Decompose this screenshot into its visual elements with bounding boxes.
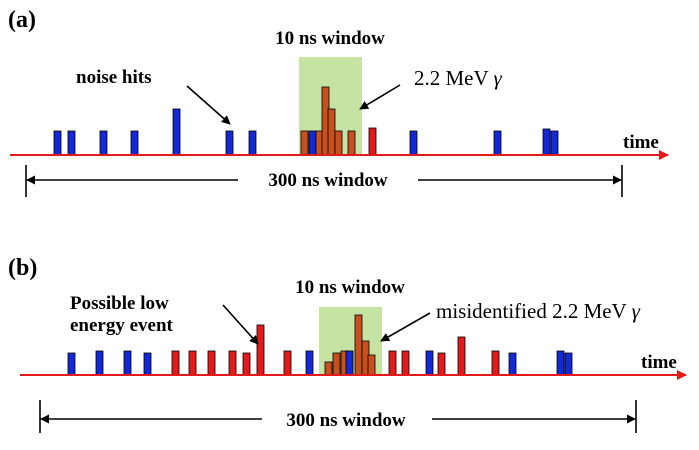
panel-a-300ns-label: 300 ns window xyxy=(268,170,388,191)
panel-a-gamma-label: 2.2 MeV γ xyxy=(414,66,503,90)
panel-b-red-hit-9 xyxy=(256,324,265,376)
panel-a-red-hit-14 xyxy=(368,127,377,156)
panel-a-noise-hit-15 xyxy=(409,130,418,156)
panel-a: (a) 10 ns window time noise hits 2.2 MeV… xyxy=(8,7,669,197)
panel-a-gamma-hit-7 xyxy=(300,130,309,156)
panel-a-gamma-hit-12 xyxy=(334,130,343,156)
panel-a-gamma-hit-11 xyxy=(327,108,336,156)
panel-a-noise-hit-5 xyxy=(225,130,234,156)
panel-a-noise-hits-label: noise hits xyxy=(76,67,152,88)
panel-b-noise-hit-27 xyxy=(564,352,573,376)
panel-b-red-hit-23 xyxy=(457,336,466,376)
panel-b-red-hit-7 xyxy=(228,350,237,376)
panel-b-red-hit-4 xyxy=(171,350,180,376)
panel-a-time-label: time xyxy=(623,132,659,153)
panel-a-noise-hit-4 xyxy=(172,108,181,156)
panel-b-time-label: time xyxy=(641,352,677,373)
panel-a-noise-hit-17 xyxy=(542,128,551,156)
panel-b-red-hit-19 xyxy=(388,350,397,376)
panel-b-event-label-line2: energy event xyxy=(70,315,174,336)
panel-b-300ns-label: 300 ns window xyxy=(286,410,406,431)
panel-b-noise-hit-26 xyxy=(556,350,565,376)
panel-a-noise-hit-2 xyxy=(99,130,108,156)
panel-a-noise-hit-16 xyxy=(493,130,502,156)
panel-b-noise-hit-21 xyxy=(425,350,434,376)
panel-b-10ns-window-label: 10 ns window xyxy=(295,277,405,298)
panel-a-10ns-window-label: 10 ns window xyxy=(275,28,385,49)
panel-b-event-arrow xyxy=(222,304,259,345)
panel-a-noise-hit-18 xyxy=(550,130,559,156)
panel-b-noise-hit-15 xyxy=(345,350,354,376)
panel-a-noise-hit-0 xyxy=(53,130,62,156)
panel-a-tag: (a) xyxy=(8,7,36,33)
panel-a-gamma-arrow xyxy=(359,84,401,110)
panel-b-noise-hit-25 xyxy=(508,352,517,376)
panel-a-noise-hit-8 xyxy=(308,130,317,156)
panel-b-noise-hit-0 xyxy=(67,352,76,376)
panel-b-red-hit-24 xyxy=(491,350,500,376)
panel-b-red-hit-6 xyxy=(207,350,216,376)
panel-a-noise-hits-arrow xyxy=(186,85,231,125)
panel-b-gamma-hit-18 xyxy=(367,354,376,376)
panel-b-red-hit-5 xyxy=(188,350,197,376)
panel-a-gamma-hit-13 xyxy=(347,130,356,156)
panel-a-noise-hit-6 xyxy=(248,130,257,156)
panel-b-noise-hit-1 xyxy=(95,350,104,376)
panel-a-noise-hit-3 xyxy=(130,130,139,156)
panel-b-noise-hit-11 xyxy=(305,350,314,376)
panel-b-noise-hit-2 xyxy=(123,350,132,376)
panel-b-red-hit-8 xyxy=(242,352,251,376)
panel-b-hits xyxy=(67,314,573,376)
panel-b-event-label-line1: Possible low xyxy=(70,293,169,314)
panel-b-gamma-hit-16 xyxy=(354,314,363,376)
panel-b-noise-hit-3 xyxy=(143,352,152,376)
panel-b-tag: (b) xyxy=(8,255,37,281)
panel-b-gamma-hit-12 xyxy=(324,361,333,376)
panel-b-gamma-label: misidentified 2.2 MeV γ xyxy=(436,299,641,323)
panel-b-red-hit-22 xyxy=(437,352,446,376)
panel-b-gamma-arrow xyxy=(380,312,431,342)
panel-b-red-hit-10 xyxy=(283,350,292,376)
panel-b-gamma-hit-13 xyxy=(332,352,341,376)
panel-a-noise-hit-1 xyxy=(67,130,76,156)
panel-b: (b) 10 ns window time Possible low energ… xyxy=(8,255,687,433)
panel-b-red-hit-20 xyxy=(401,350,410,376)
